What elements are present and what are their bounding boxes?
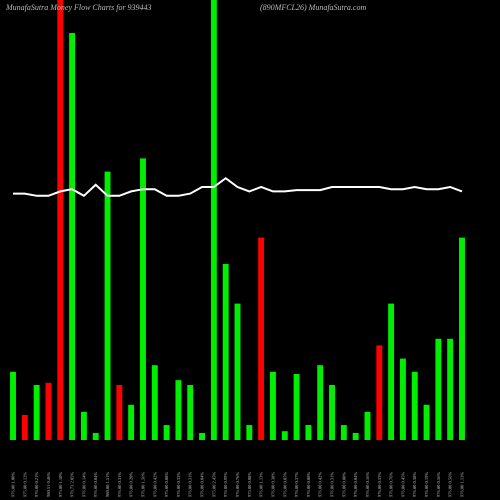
bar xyxy=(163,425,170,440)
chart-title: MunafaSutra Money Flow Charts for 939443 xyxy=(5,3,152,12)
bar xyxy=(329,385,335,440)
x-tick-label: 976.00 1.13% xyxy=(259,472,264,497)
x-tick-label: 976.00 0.31% xyxy=(330,472,335,497)
bar xyxy=(45,382,52,440)
bar xyxy=(57,0,64,440)
x-tick-label: 975.00 0.08% xyxy=(247,472,252,497)
bar xyxy=(411,371,418,440)
x-tick-label: 976.00 0.08% xyxy=(306,472,311,497)
bar xyxy=(340,425,347,440)
bar xyxy=(104,171,111,440)
x-tick-label: 976.00 0.04% xyxy=(93,472,98,497)
x-tick-label: 976.00 0.05% xyxy=(282,472,287,497)
x-tick-label: 976.00 0.20% xyxy=(129,472,134,497)
bar xyxy=(447,338,454,440)
bar xyxy=(317,365,324,440)
bar xyxy=(399,358,406,440)
x-tick-label: 976.00 0.08% xyxy=(341,472,346,497)
bar xyxy=(281,431,288,440)
bar xyxy=(175,380,182,440)
bar xyxy=(364,411,371,440)
x-tick-label: 980.00 1.51% xyxy=(105,472,110,497)
x-tick-label: 976.00 0.38% xyxy=(270,472,275,497)
x-tick-label: 976.00 0.76% xyxy=(389,472,394,497)
bar xyxy=(258,237,265,440)
x-tick-label: 976.00 0.42% xyxy=(318,472,323,497)
x-tick-label: 976.73 2.05% xyxy=(70,472,75,497)
bar xyxy=(459,237,465,440)
bar xyxy=(80,411,87,440)
x-tick-label: 980.51 0.46% xyxy=(46,472,51,497)
x-tick-label: 976.00 0.31% xyxy=(117,472,122,497)
bar xyxy=(116,385,123,440)
bar xyxy=(246,425,253,440)
bar xyxy=(92,432,99,440)
x-tick-label: 976.00 0.56% xyxy=(448,472,453,497)
price-line xyxy=(13,176,463,198)
bar xyxy=(33,385,40,440)
bar xyxy=(187,385,194,440)
x-tick-label: 976.00 1.56% xyxy=(140,472,145,497)
bar xyxy=(128,404,135,440)
chart-subtitle: (890MFCL26) MunafaSutra.com xyxy=(260,3,366,12)
x-tick-label: 976.00 0.38% xyxy=(412,472,417,497)
bar xyxy=(21,414,28,440)
bar xyxy=(69,33,76,440)
x-tick-label: 976.00 1.00% xyxy=(11,472,16,497)
x-tick-label: 976.00 0.19% xyxy=(424,472,429,497)
x-tick-label: 976.00 1.13% xyxy=(460,472,465,497)
x-tick-label: 976.00 0.53% xyxy=(377,472,382,497)
x-tick-label: 976.00 0.76% xyxy=(235,472,240,497)
bar xyxy=(210,0,217,440)
bar xyxy=(140,158,146,440)
x-tick-label: 975.00 0.08% xyxy=(164,472,169,497)
bar xyxy=(376,345,383,440)
bar xyxy=(423,404,430,440)
x-tick-label: 976.00 0.04% xyxy=(353,472,358,497)
x-tick-label: 975.00 1.10% xyxy=(58,472,63,497)
bar xyxy=(269,371,276,440)
bar xyxy=(388,303,395,440)
x-tick-label: 976.00 0.45% xyxy=(400,472,405,497)
x-tick-label: 975.00 2.45% xyxy=(211,472,216,497)
bar xyxy=(352,432,359,440)
x-tick-label: 976.00 0.04% xyxy=(200,472,205,497)
bar xyxy=(305,425,312,440)
x-tick-label: 976.00 0.99% xyxy=(223,472,228,497)
bar xyxy=(293,374,300,440)
bar xyxy=(435,338,442,440)
x-tick-label: 976.00 0.21% xyxy=(34,472,39,497)
bar xyxy=(234,303,241,440)
x-tick-label: 976.00 0.37% xyxy=(294,472,299,497)
x-tick-label: 976.00 0.16% xyxy=(365,472,370,497)
x-tick-label: 976.00 0.56% xyxy=(436,472,441,497)
x-tick-label: 976.00 0.42% xyxy=(152,472,157,497)
bar xyxy=(10,371,16,440)
bar xyxy=(222,264,229,440)
x-tick-label: 975.00 0.12% xyxy=(22,472,27,497)
x-tick-label: 976.00 0.14% xyxy=(81,472,86,497)
x-tick-label: 976.00 0.31% xyxy=(188,472,193,497)
bar xyxy=(199,432,206,440)
x-tick-label: 976.00 0.33% xyxy=(176,472,181,497)
bar xyxy=(151,365,158,440)
